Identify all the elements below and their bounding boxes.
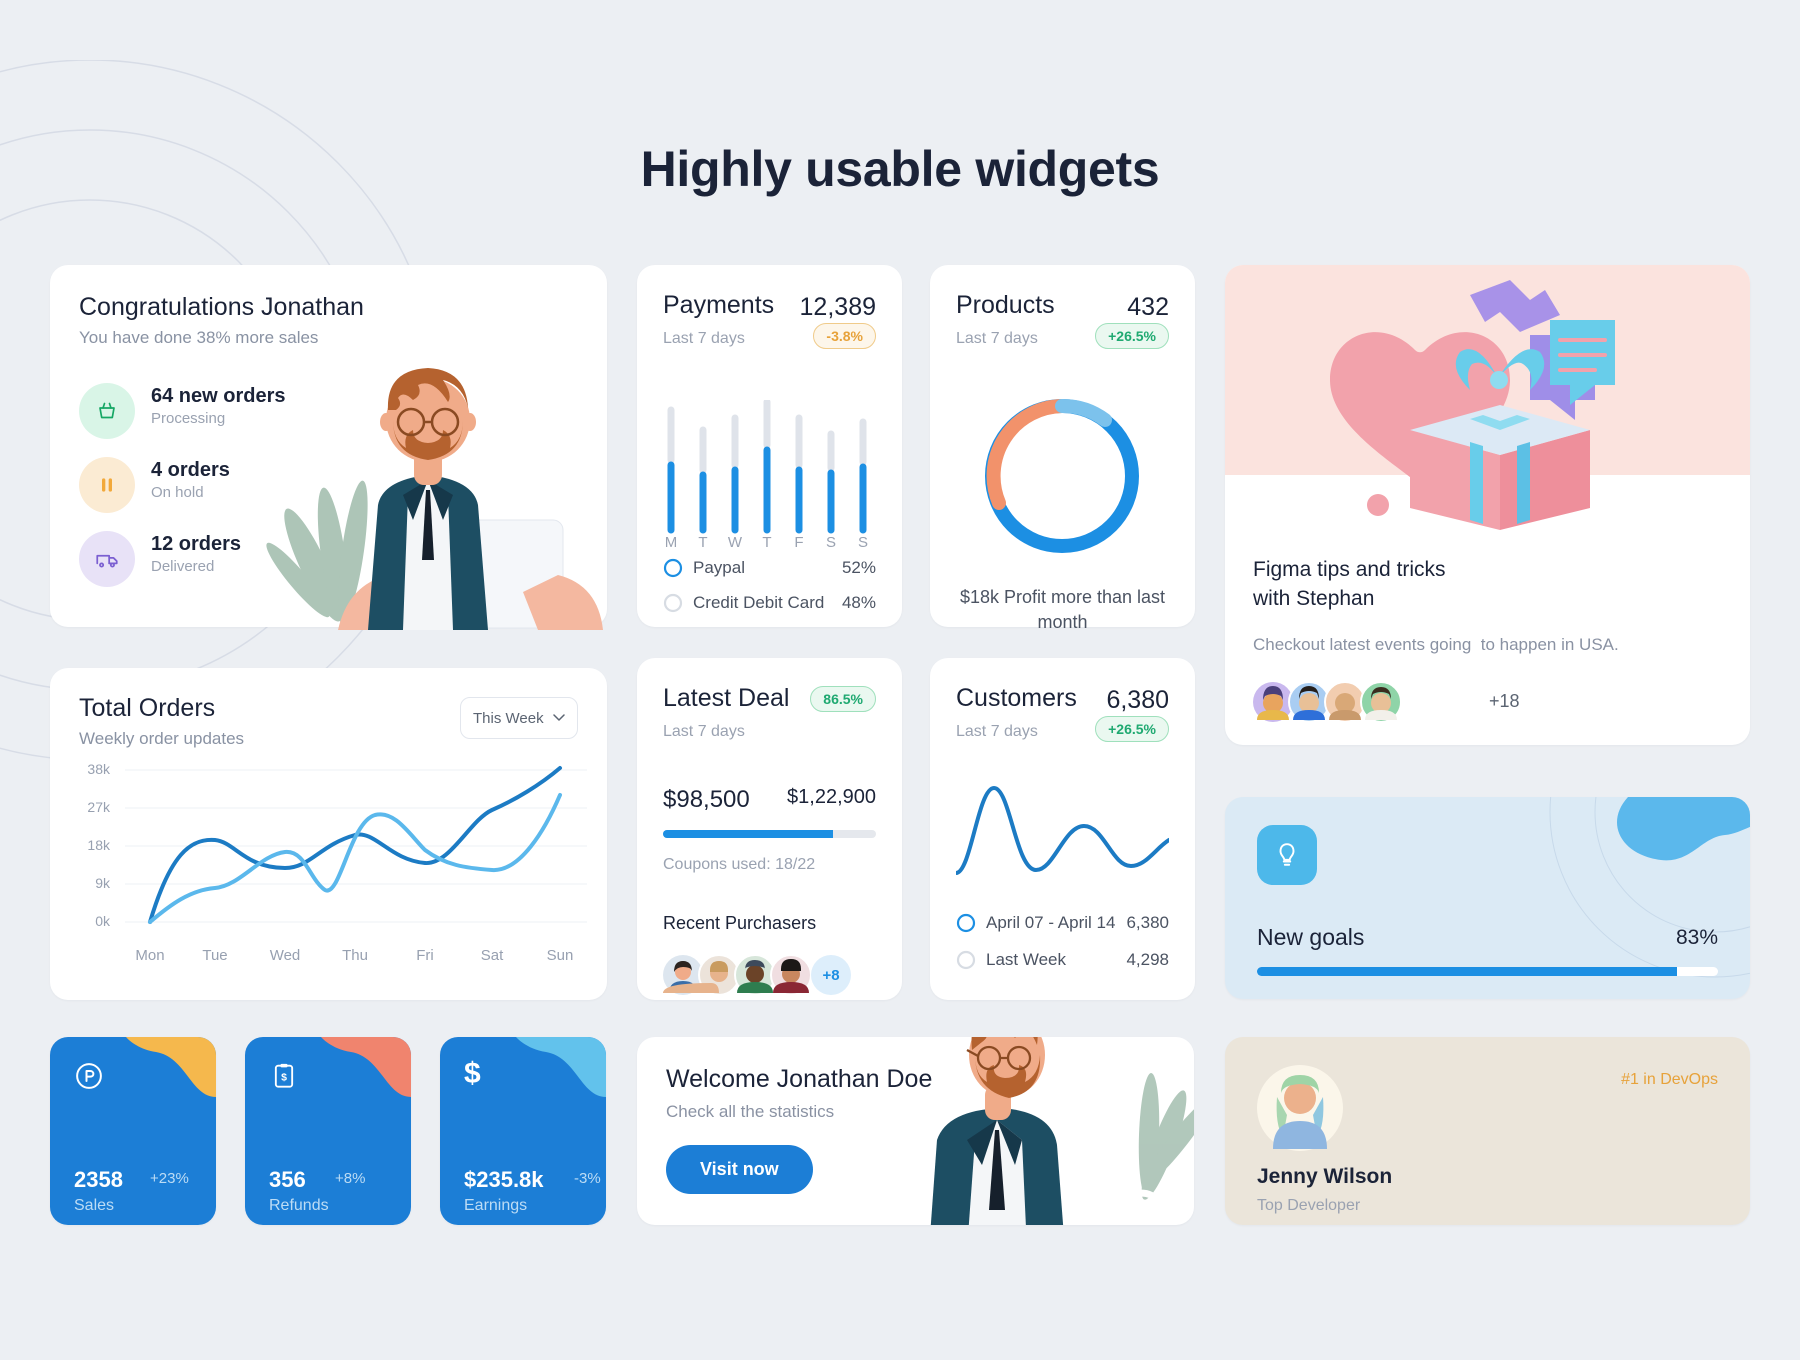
svg-text:38k: 38k bbox=[87, 761, 111, 777]
svg-text:18k: 18k bbox=[87, 837, 111, 853]
svg-text:Sat: Sat bbox=[481, 947, 504, 964]
svg-text:Mon: Mon bbox=[135, 947, 164, 964]
svg-text:0k: 0k bbox=[95, 913, 111, 929]
svg-text:9k: 9k bbox=[95, 875, 111, 891]
svg-text:Thu: Thu bbox=[342, 947, 368, 964]
svg-text:F: F bbox=[794, 534, 803, 550]
svg-text:W: W bbox=[728, 534, 743, 550]
svg-text:S: S bbox=[858, 534, 868, 550]
svg-text:Sun: Sun bbox=[547, 947, 574, 964]
svg-text:Fri: Fri bbox=[416, 947, 434, 964]
svg-text:Tue: Tue bbox=[202, 947, 227, 964]
svg-text:27k: 27k bbox=[87, 799, 111, 815]
svg-text:Wed: Wed bbox=[270, 947, 301, 964]
svg-text:T: T bbox=[762, 534, 771, 550]
svg-text:$: $ bbox=[281, 1071, 287, 1083]
svg-text:+8: +8 bbox=[822, 967, 839, 984]
svg-text:S: S bbox=[826, 534, 836, 550]
svg-text:M: M bbox=[665, 534, 678, 550]
svg-text:T: T bbox=[698, 534, 707, 550]
